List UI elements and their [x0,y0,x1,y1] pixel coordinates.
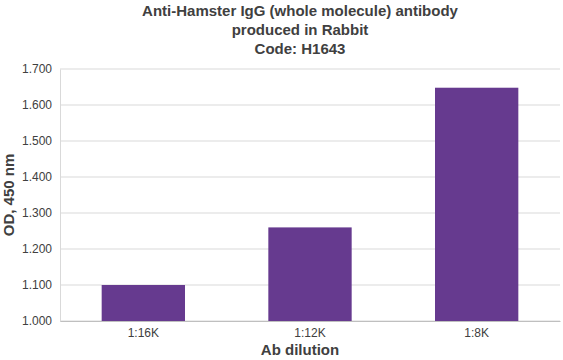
x-tick-label: 1:8K [464,326,489,340]
chart: Anti-Hamster IgG (whole molecule) antibo… [0,0,563,360]
y-tick-label: 1.700 [22,62,52,76]
bar [435,88,518,321]
x-tick-label: 1:12K [294,326,325,340]
y-tick-label: 1.400 [22,170,52,184]
bar [268,227,351,321]
x-axis-title: Ab dilution [261,341,339,358]
x-tick: 1:8K [464,326,489,340]
y-tick-label: 1.600 [22,98,52,112]
title: Anti-Hamster IgG (whole molecule) antibo… [142,2,459,19]
y-tick-label: 1.200 [22,242,52,256]
bar [102,285,185,321]
plot: 1.000 1.100 1.200 1.300 1.400 1.500 1.600 1.700… [22,62,561,339]
y-tick-label: 1.300 [22,206,52,220]
y-tick: 1.200 [22,242,60,256]
y-tick: 1.000 [22,314,60,328]
y-axis: 1.000 1.100 1.200 1.300 1.400 1.500 1.600 1.700 [22,62,61,328]
y-tick-label: 1.500 [22,134,52,148]
grid [60,69,560,321]
y-axis-line [60,70,61,322]
y-tick-label: 1.100 [22,278,52,292]
y-tick: 1.500 [22,134,60,148]
x-tick: 1:16K [128,326,159,340]
x-axis-line [61,321,561,322]
y-tick: 1.400 [22,170,60,184]
title-group: Anti-Hamster IgG (whole molecule) antibo… [142,2,459,57]
title: produced in Rabbit [232,21,369,38]
y-tick: 1.600 [22,98,60,112]
x-tick-label: 1:16K [128,326,159,340]
grid-line [60,69,560,70]
y-tick: 1.300 [22,206,60,220]
y-tick: 1.100 [22,278,60,292]
y-axis-title: OD, 450 nm [0,154,17,237]
y-tick: 1.700 [22,62,60,76]
x-tick: 1:12K [294,326,325,340]
title: Code: H1643 [255,40,346,57]
x-axis: 1:16K 1:12K 1:8K [61,322,561,340]
bars [102,88,519,321]
y-tick-label: 1.000 [22,314,52,328]
